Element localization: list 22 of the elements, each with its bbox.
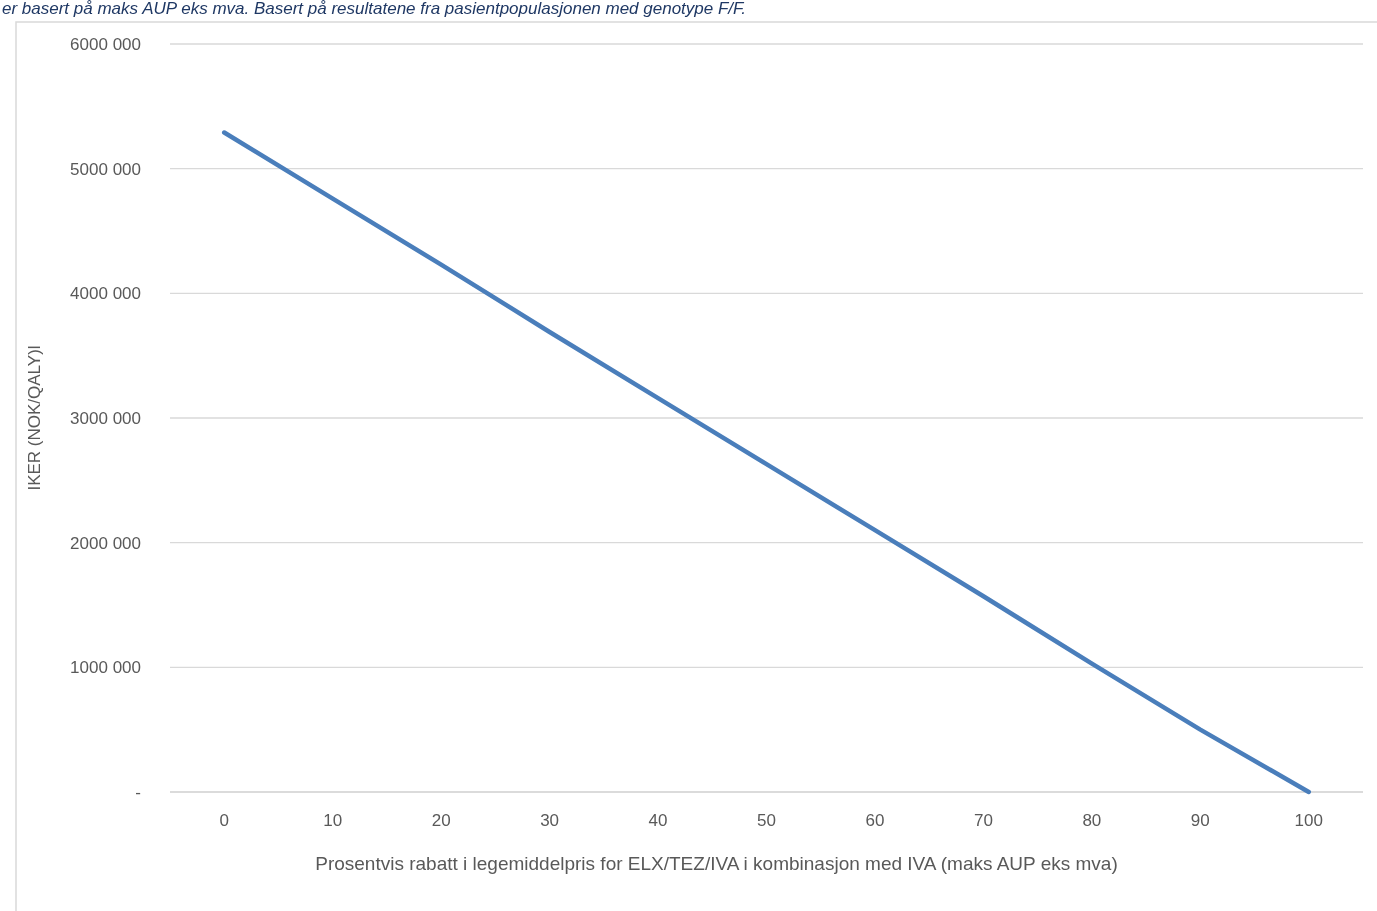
x-tick-label: 0 xyxy=(219,811,229,830)
y-tick-label: 6000 000 xyxy=(70,34,141,54)
x-tick-label: 10 xyxy=(323,811,343,830)
x-tick-label: 90 xyxy=(1190,811,1210,830)
x-tick-label: 70 xyxy=(973,811,993,830)
y-axis-title: IKER (NOK/QALY)l xyxy=(25,345,44,491)
line-series xyxy=(221,130,1312,795)
x-tick-label: 20 xyxy=(431,811,451,830)
y-tick-label: 5000 000 xyxy=(70,159,141,179)
y-tick-label: 1000 000 xyxy=(70,658,141,678)
x-axis-title: Prosentvis rabatt i legemiddelpris for ELX/TEZ/IVA i kombinasjon med IVA (maks AUP eks mva) xyxy=(315,853,1118,874)
chart-subtitle: er basert på maks AUP eks mva. Basert på resultatene fra pasientpopulasjonen med genotype F/F. xyxy=(2,0,746,18)
y-tick-label: 2000 000 xyxy=(70,533,141,553)
y-tick-label: - xyxy=(135,782,141,802)
x-tick-label: 80 xyxy=(1082,811,1102,830)
x-tick-label: 100 xyxy=(1294,811,1323,830)
x-tick-label: 60 xyxy=(865,811,885,830)
x-tick-label: 50 xyxy=(757,811,776,830)
x-tick-label: 30 xyxy=(540,811,560,830)
y-tick-label: 4000 000 xyxy=(70,284,141,304)
y-tick-label: 3000 000 xyxy=(70,408,141,428)
x-tick-label: 40 xyxy=(648,811,668,830)
